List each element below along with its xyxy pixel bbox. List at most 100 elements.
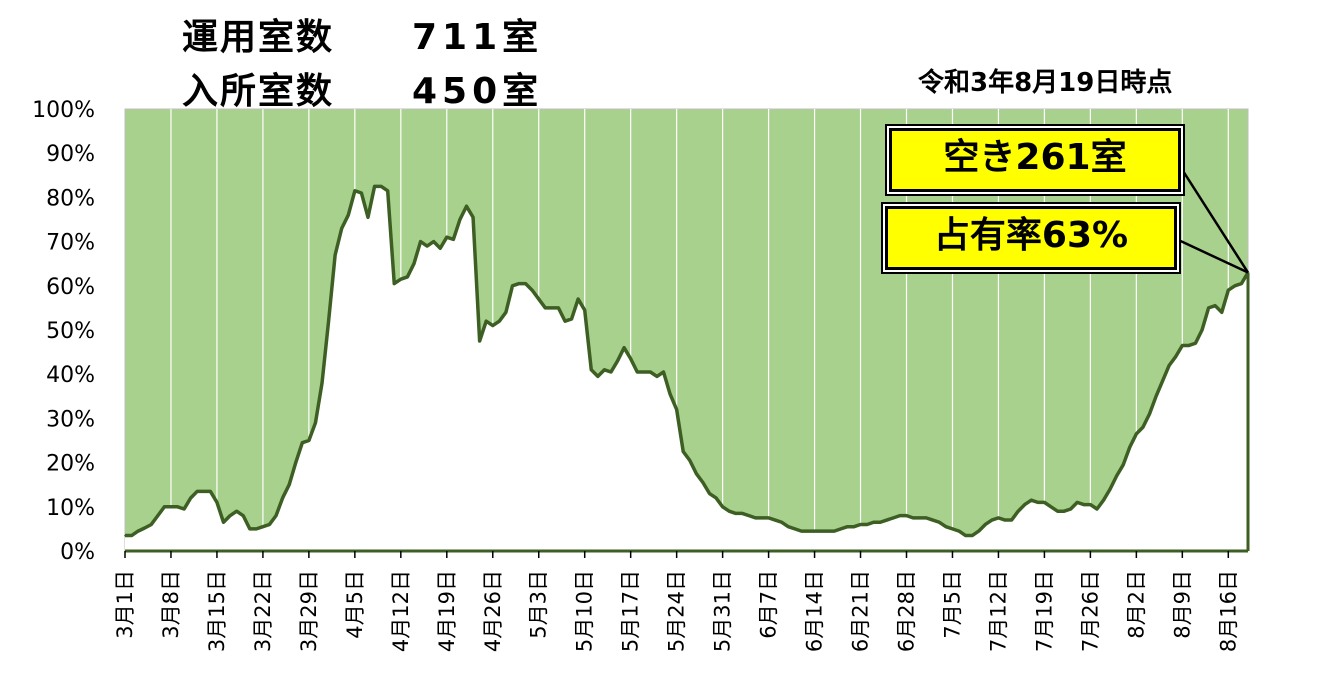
data-point-3 bbox=[143, 527, 146, 529]
x-tick-label-9: 5月3日 bbox=[527, 570, 551, 639]
x-axis-ticks: 3月1日 3月8日 3月15日 3月22日 3月29日 4月5日 4月12日 4月19日 4月2… bbox=[113, 551, 1240, 652]
data-point-123 bbox=[931, 519, 934, 521]
data-point-73 bbox=[603, 368, 606, 371]
data-point-51 bbox=[459, 218, 461, 221]
data-point-155 bbox=[1142, 426, 1144, 429]
y-tick-label-2: 20% bbox=[46, 452, 95, 477]
data-point-17 bbox=[235, 510, 238, 513]
data-point-105 bbox=[813, 530, 816, 532]
x-tick-label-18: 7月5日 bbox=[940, 570, 964, 639]
data-point-19 bbox=[248, 528, 251, 530]
data-point-32 bbox=[334, 254, 336, 256]
x-tick-label-14: 6月7日 bbox=[757, 570, 781, 639]
data-point-84 bbox=[675, 408, 678, 411]
data-point-121 bbox=[918, 517, 921, 519]
x-tick-label-13: 5月31日 bbox=[711, 570, 735, 652]
data-point-52 bbox=[465, 205, 468, 208]
data-point-33 bbox=[340, 227, 343, 230]
data-point-139 bbox=[1037, 501, 1039, 504]
data-point-30 bbox=[321, 382, 323, 384]
data-point-144 bbox=[1069, 508, 1072, 510]
y-axis-ticks: 0% 10% 20% 30% 40% 50% 60% 70% 80% 90% 100% bbox=[32, 98, 95, 565]
data-point-156 bbox=[1148, 413, 1151, 415]
data-point-41 bbox=[393, 282, 396, 285]
data-point-168 bbox=[1227, 289, 1230, 292]
data-point-117 bbox=[892, 517, 895, 519]
data-point-122 bbox=[925, 517, 927, 519]
data-point-119 bbox=[905, 514, 908, 517]
data-point-93 bbox=[734, 512, 737, 515]
data-point-142 bbox=[1056, 510, 1059, 513]
x-tick-label-8: 4月26日 bbox=[481, 570, 505, 652]
data-point-64 bbox=[544, 307, 547, 309]
x-tick-label-20: 7月19日 bbox=[1032, 570, 1056, 652]
y-tick-label-9: 90% bbox=[46, 142, 95, 167]
data-point-162 bbox=[1188, 344, 1190, 347]
data-point-46 bbox=[426, 245, 428, 247]
x-tick-label-7: 4月19日 bbox=[435, 570, 459, 652]
data-point-104 bbox=[807, 530, 809, 532]
data-point-99 bbox=[774, 519, 776, 521]
data-point-100 bbox=[780, 521, 783, 524]
data-point-154 bbox=[1135, 433, 1138, 435]
data-point-167 bbox=[1220, 311, 1223, 314]
data-point-110 bbox=[846, 525, 849, 528]
data-point-153 bbox=[1128, 446, 1131, 448]
x-tick-label-11: 5月17日 bbox=[619, 570, 643, 652]
data-point-42 bbox=[400, 278, 402, 280]
data-point-72 bbox=[597, 375, 599, 378]
callout-pointer-lines bbox=[1171, 159, 1250, 274]
data-point-65 bbox=[551, 307, 553, 309]
data-point-83 bbox=[669, 393, 671, 395]
data-point-157 bbox=[1155, 395, 1157, 398]
data-point-86 bbox=[688, 459, 691, 462]
data-point-134 bbox=[1004, 519, 1006, 521]
data-point-27 bbox=[301, 441, 304, 444]
operating-rooms-value: 711室 bbox=[412, 17, 544, 58]
data-point-62 bbox=[531, 289, 533, 292]
data-point-118 bbox=[899, 514, 901, 517]
data-point-13 bbox=[209, 490, 212, 493]
x-tick-label-21: 7月26日 bbox=[1078, 570, 1102, 652]
occupied-rooms-value: 450室 bbox=[412, 71, 544, 112]
data-point-135 bbox=[1010, 519, 1013, 521]
data-point-101 bbox=[787, 525, 790, 528]
data-point-137 bbox=[1023, 503, 1026, 506]
data-point-23 bbox=[275, 514, 277, 517]
x-tick-label-24: 8月16日 bbox=[1216, 570, 1240, 652]
x-tick-label-10: 5月10日 bbox=[573, 570, 597, 652]
data-point-138 bbox=[1030, 499, 1033, 501]
data-point-77 bbox=[629, 357, 632, 360]
occupied-rooms-stat: 入所室数 450室 bbox=[182, 62, 543, 114]
data-point-109 bbox=[840, 528, 842, 530]
data-point-21 bbox=[262, 525, 264, 528]
data-point-85 bbox=[682, 450, 685, 453]
data-point-76 bbox=[623, 346, 625, 349]
data-point-15 bbox=[222, 521, 225, 524]
x-tick-label-12: 5月24日 bbox=[665, 570, 689, 652]
occupied-rooms-label: 入所室数 bbox=[182, 71, 335, 112]
data-point-127 bbox=[958, 530, 960, 532]
data-point-115 bbox=[879, 521, 882, 524]
data-point-59 bbox=[511, 285, 514, 287]
x-tick-label-3: 3月22日 bbox=[251, 570, 275, 652]
data-point-50 bbox=[452, 238, 455, 241]
data-point-14 bbox=[216, 501, 218, 504]
x-tick-label-16: 6月21日 bbox=[849, 570, 873, 652]
data-point-169 bbox=[1234, 285, 1236, 287]
data-point-74 bbox=[610, 371, 612, 373]
data-point-6 bbox=[163, 506, 166, 508]
data-point-151 bbox=[1115, 475, 1118, 477]
data-point-150 bbox=[1109, 488, 1111, 490]
data-point-8 bbox=[176, 506, 179, 508]
data-point-66 bbox=[557, 307, 560, 309]
operating-rooms-stat: 運用室数 711室 bbox=[182, 8, 543, 60]
series-layer bbox=[124, 184, 1250, 553]
data-point-40 bbox=[386, 189, 389, 192]
vacant-callout-pointer bbox=[1174, 159, 1250, 274]
data-point-56 bbox=[491, 324, 494, 327]
data-point-140 bbox=[1043, 501, 1046, 504]
data-point-89 bbox=[708, 492, 711, 495]
data-point-31 bbox=[327, 320, 330, 322]
